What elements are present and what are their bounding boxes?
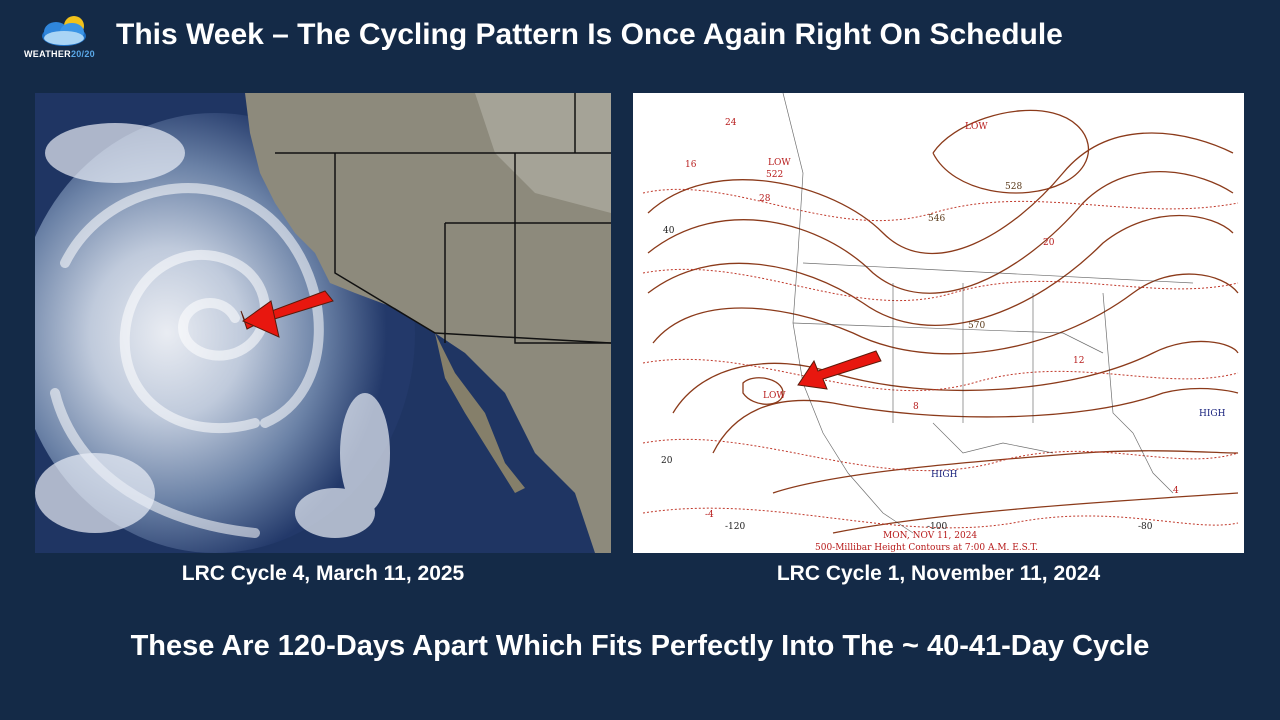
storm-pointer-arrow (240, 290, 334, 338)
low-label-sw: LOW (763, 391, 786, 401)
contour-570-label: 570 (968, 321, 985, 331)
logo-text: WEATHER20/20 (24, 49, 95, 59)
value-20: 20 (1043, 238, 1055, 248)
page-title: This Week – The Cycling Pattern Is Once … (116, 18, 1063, 51)
value-28: 28 (759, 194, 771, 204)
contour-546-label: 546 (928, 214, 945, 224)
value-4: 4 (1173, 486, 1179, 496)
upper-air-map: LOW 522 LOW LOW 24 16 28 20 12 8 4 -4 57… (633, 93, 1244, 553)
value-24: 24 (725, 118, 737, 128)
low-label-north: LOW (965, 122, 988, 132)
contour-528-label: 528 (1005, 182, 1022, 192)
lon-120-label: -120 (725, 522, 745, 532)
value-12: 12 (1073, 356, 1084, 366)
value-16: 16 (685, 160, 697, 170)
footer-statement: These Are 120-Days Apart Which Fits Perf… (130, 630, 1150, 662)
high-label-south: HIGH (931, 470, 958, 480)
low-value-nw: 522 (766, 170, 783, 180)
value-neg4: -4 (705, 510, 714, 520)
map-date: MON, NOV 11, 2024 (883, 531, 977, 541)
lon-100-label: -100 (927, 522, 947, 532)
cloud-sun-icon (42, 16, 86, 46)
value-8: 8 (913, 402, 919, 412)
weather2020-logo (22, 12, 112, 62)
lat-20-label: 20 (661, 456, 673, 466)
lon-80-label: -80 (1138, 522, 1153, 532)
low-pointer-arrow (797, 350, 882, 390)
left-caption: LRC Cycle 4, March 11, 2025 (181, 562, 465, 585)
right-caption: LRC Cycle 1, November 11, 2024 (776, 562, 1101, 585)
lat-40-label: 40 (663, 226, 675, 236)
satellite-image-panel (35, 93, 611, 553)
map-product-title: 500-Millibar Height Contours at 7:00 A.M… (815, 543, 1038, 553)
upper-air-map-panel: LOW 522 LOW LOW 24 16 28 20 12 8 4 -4 57… (633, 93, 1244, 553)
high-label-east: HIGH (1199, 409, 1226, 419)
low-label-nw: LOW (768, 158, 791, 168)
satellite-image (35, 93, 611, 553)
